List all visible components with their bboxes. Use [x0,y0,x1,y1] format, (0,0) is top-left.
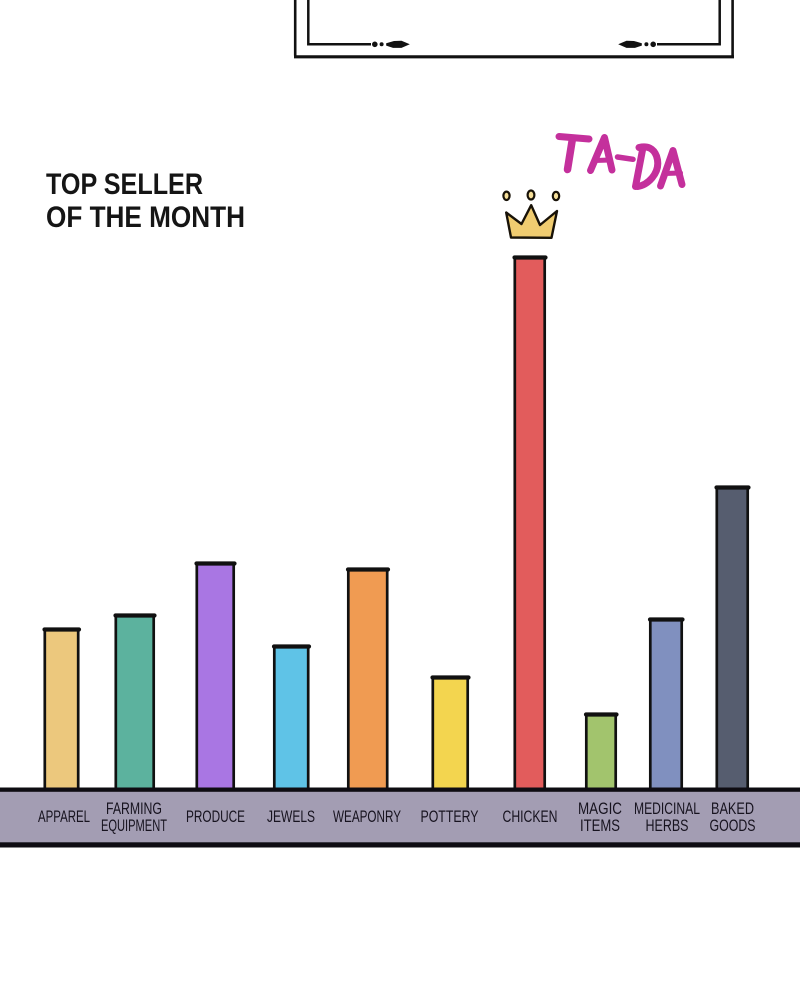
svg-text:OF THE MONTH: OF THE MONTH [46,202,245,234]
svg-text:JEWELS: JEWELS [267,807,315,826]
svg-text:POTTERY: POTTERY [421,807,479,826]
svg-text:WEAPONRY: WEAPONRY [333,807,401,826]
svg-text:CHICKEN: CHICKEN [503,807,558,826]
svg-text:EQUIPMENT: EQUIPMENT [101,816,167,835]
svg-text:HERBS: HERBS [646,816,689,835]
svg-text:MEDICINAL: MEDICINAL [634,799,700,818]
svg-text:ITEMS: ITEMS [580,816,620,835]
svg-text:TOP SELLER: TOP SELLER [46,169,203,201]
svg-text:MAGIC: MAGIC [578,799,622,818]
svg-text:FARMING: FARMING [106,799,162,818]
svg-text:GOODS: GOODS [710,816,756,835]
svg-text:BAKED: BAKED [711,799,754,818]
svg-text:PRODUCE: PRODUCE [186,807,245,826]
svg-text:APPAREL: APPAREL [38,807,90,826]
